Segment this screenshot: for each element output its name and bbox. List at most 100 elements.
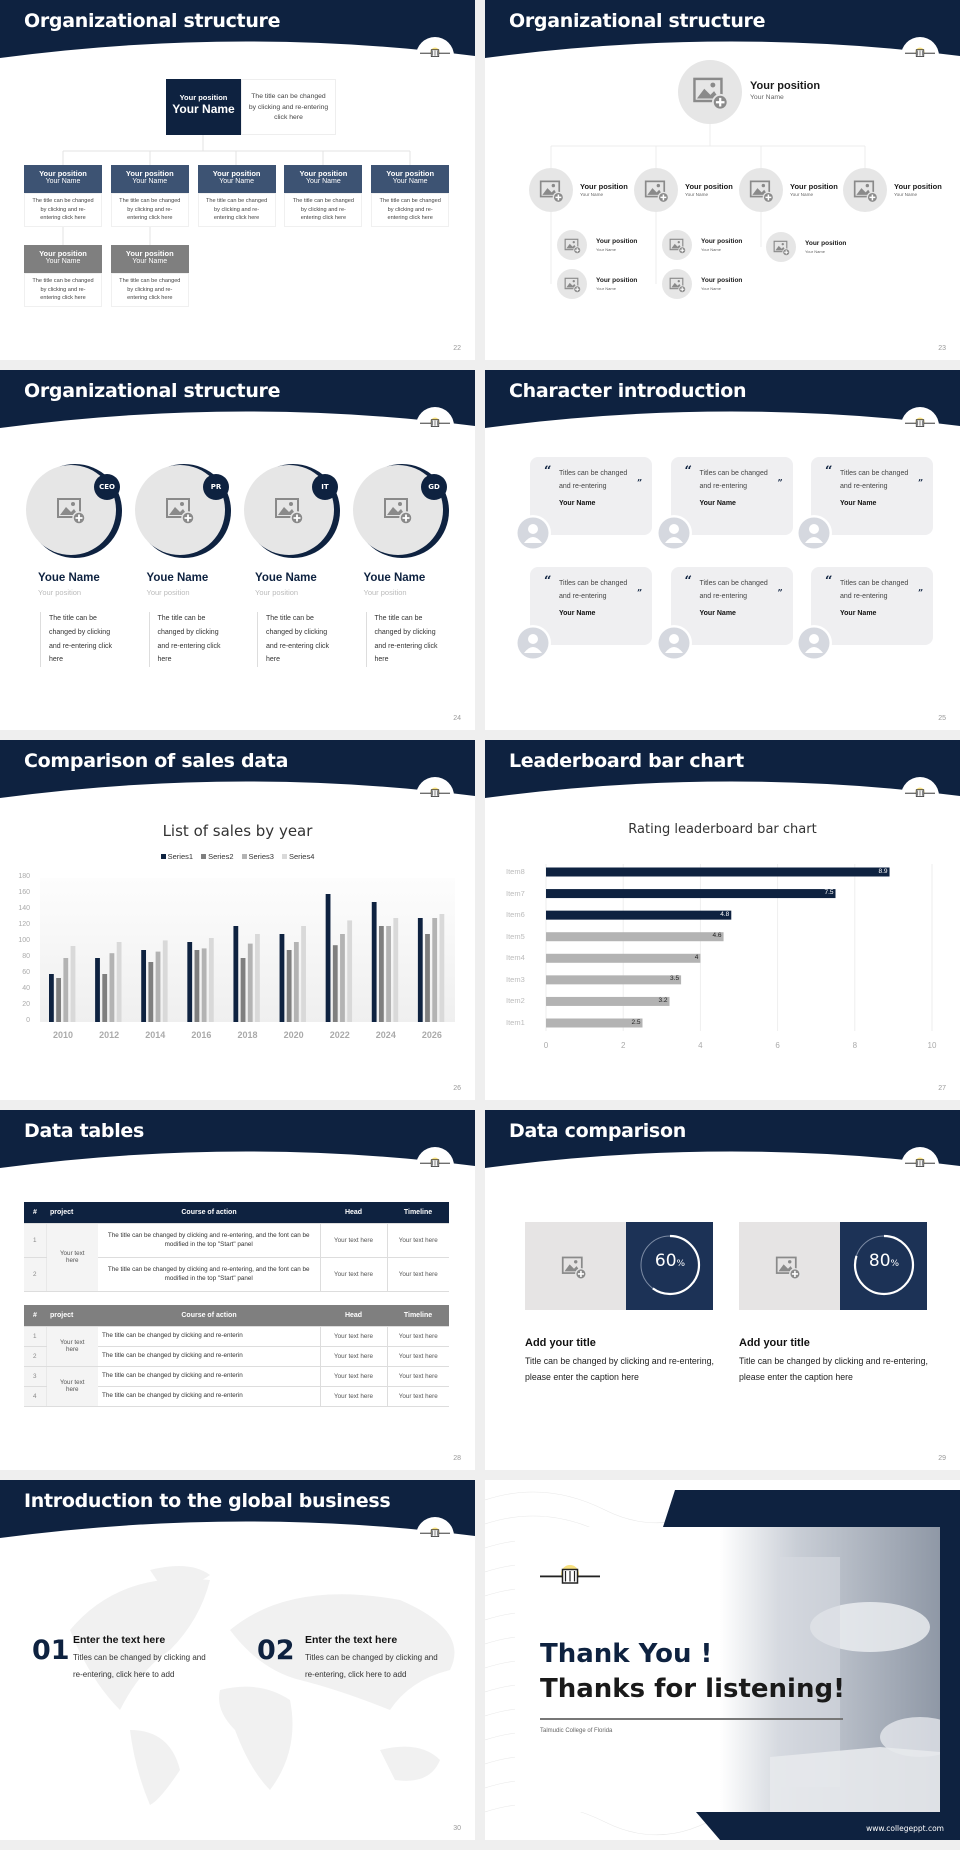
slide-title: Organizational structure — [509, 10, 766, 32]
person-name: Your Name — [699, 610, 736, 617]
x-tick-label: 8 — [852, 1041, 858, 1050]
progress-arc — [853, 1234, 915, 1296]
progress-ring — [853, 1234, 915, 1296]
row-number: 3 — [24, 1366, 46, 1387]
node-name: Your Name — [392, 178, 428, 185]
y-tick-label: 140 — [18, 905, 30, 912]
node-name: Your Name — [132, 178, 168, 185]
y-tick-label: 120 — [18, 921, 30, 928]
table-row: 2 The title can be changed by clicking an… — [24, 1257, 449, 1292]
org-node[interactable]: Your position Your Name — [110, 165, 189, 193]
slide-title: Introduction to the global business — [24, 1490, 391, 1512]
y-tick-label: 80 — [22, 953, 30, 960]
y-category-label: Item5 — [506, 931, 525, 941]
y-category-label: Item8 — [506, 867, 525, 876]
org-node[interactable]: Your position Your Name — [197, 165, 276, 193]
user-avatar-icon — [515, 625, 551, 661]
org-node[interactable]: Your position Your Name — [371, 165, 450, 193]
quote-close-icon: ” — [637, 589, 643, 599]
node-name: Your Name — [306, 178, 341, 185]
chart-title: List of sales by year — [162, 822, 313, 840]
timeline-cell: Your text here — [386, 1386, 449, 1407]
bar-series1-2024 — [371, 902, 377, 1022]
member-name: Youe Name — [363, 572, 426, 584]
column-header: Timeline — [387, 1202, 449, 1224]
data-label: 4 — [694, 953, 699, 961]
slide-30: Introduction to the global business 30 01 E… — [0, 1480, 475, 1840]
bar-series4-2012 — [116, 942, 122, 1022]
person-name: Your Name — [840, 610, 877, 617]
divider — [540, 1718, 843, 1720]
top-node-box[interactable]: Your position Your Name — [166, 79, 241, 135]
cloud — [880, 1717, 940, 1757]
sales-chart — [40, 878, 455, 1022]
node-name: Your Name — [45, 178, 81, 185]
bar-item6 — [546, 910, 732, 920]
action-cell: The title can be changed by clicking and… — [98, 1257, 320, 1292]
head-cell: Your text here — [319, 1346, 387, 1367]
image-placeholder-icon — [564, 277, 581, 293]
bar-series2-2020 — [286, 950, 292, 1022]
person-name: Your Name — [701, 286, 721, 291]
image-placeholder-icon — [773, 240, 790, 256]
bar-series4-2014 — [162, 940, 168, 1022]
data-label: 4.8 — [720, 910, 730, 918]
legend-label: Series3 — [248, 852, 274, 861]
x-tick-label: 4 — [698, 1041, 703, 1050]
table-row: 2 The title can be changed by clicking an… — [24, 1346, 449, 1367]
x-tick-label: 2016 — [191, 1030, 212, 1040]
progress-value: 80% — [852, 1251, 916, 1271]
testimonial-card: “ Titles can be changed and re-entering ” Y… — [811, 567, 933, 645]
legend-label: Series4 — [288, 852, 315, 861]
x-tick-label: 2018 — [237, 1030, 258, 1040]
row-number: 4 — [24, 1386, 46, 1407]
bar-series4-2026 — [439, 914, 445, 1022]
website-link[interactable]: www.collegeppt.com — [866, 1824, 944, 1833]
org-node[interactable]: Your position Your Name — [284, 165, 363, 193]
slide-23: Organizational structure 23 Your position Y… — [485, 0, 960, 360]
row-number: 1 — [24, 1326, 46, 1347]
image-placeholder[interactable] — [739, 1222, 840, 1310]
image-placeholder-icon — [275, 498, 304, 525]
chart-title: Rating leaderboard bar chart — [628, 822, 817, 837]
org-node[interactable]: Your position Your Name — [24, 245, 102, 273]
legend-item: Series3 — [241, 852, 274, 861]
head-cell: Your text here — [319, 1366, 387, 1387]
column-header: Timeline — [387, 1305, 449, 1327]
org-node[interactable]: Your position Your Name — [110, 245, 189, 273]
bar-series4-2024 — [393, 918, 399, 1022]
item-heading: Enter the text here — [305, 1634, 398, 1646]
testimonial-card: “ Titles can be changed and re-entering ” Y… — [670, 457, 793, 535]
x-tick-label: 2012 — [99, 1030, 120, 1040]
bar-series4-2022 — [347, 920, 353, 1022]
org-node[interactable]: Your position Your Name — [24, 165, 102, 193]
bar-series3-2018 — [247, 943, 253, 1022]
x-tick-label: 0 — [543, 1041, 549, 1050]
image-placeholder-icon — [669, 238, 686, 254]
image-placeholder-icon — [561, 1256, 587, 1280]
image-placeholder[interactable] — [525, 1222, 626, 1310]
x-tick-label: 2020 — [283, 1030, 304, 1040]
x-tick-label: 2022 — [329, 1030, 350, 1040]
quote-open-icon: “ — [544, 574, 552, 589]
member-description: The title can be changed by clicking and… — [148, 612, 224, 668]
timeline-cell: Your text here — [386, 1223, 449, 1258]
table-row: 1 Your text here The title can be changed … — [24, 1223, 449, 1292]
x-tick-label: 2014 — [145, 1030, 166, 1040]
bar-item5 — [546, 932, 724, 942]
head-cell: Your text here — [319, 1257, 387, 1292]
project-cell: Your text here — [45, 1326, 98, 1367]
bar-item1 — [546, 1018, 643, 1028]
org-connectors — [550, 124, 866, 284]
bar-series1-2026 — [417, 918, 423, 1022]
y-category-label: Item2 — [506, 996, 525, 1006]
thank-you-card: Thank You ! Thanks for listening! Talmudic… — [515, 1527, 940, 1812]
percent-unit: % — [890, 1259, 900, 1269]
bar-series2-2022 — [332, 945, 338, 1022]
quote-close-icon: ” — [637, 479, 643, 489]
column-header: project — [46, 1305, 98, 1327]
building — [770, 1747, 940, 1812]
node-name: Your Name — [45, 258, 81, 265]
x-tick-label: 2 — [620, 1041, 626, 1050]
bar-item3 — [546, 975, 682, 985]
